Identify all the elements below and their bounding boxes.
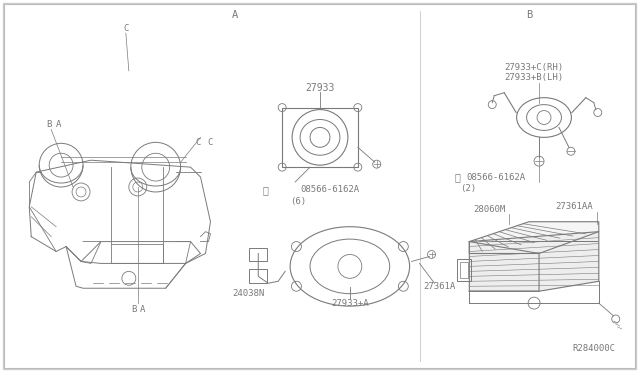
Text: C: C [196,138,201,147]
Text: 27361A: 27361A [423,282,456,291]
Text: C: C [123,24,129,33]
Text: A: A [232,10,239,20]
Text: 27361AA: 27361AA [555,202,593,211]
Text: 27933+A: 27933+A [331,299,369,308]
Text: 27933: 27933 [305,83,335,93]
Text: (2): (2) [460,185,476,193]
Text: A: A [56,120,61,129]
Text: R284000C: R284000C [572,344,615,353]
Text: 24038N: 24038N [232,289,264,298]
Text: B: B [131,305,136,314]
Text: C: C [208,138,213,147]
Text: A: A [140,305,145,314]
Text: 27933+C(RH): 27933+C(RH) [504,63,563,73]
Text: 08566-6162A: 08566-6162A [467,173,525,182]
Polygon shape [469,222,599,253]
Text: B: B [526,10,532,20]
Polygon shape [469,232,599,291]
Text: Ⓢ: Ⓢ [262,185,268,195]
Text: 28060M: 28060M [473,205,506,214]
Text: (6): (6) [290,198,306,206]
Text: 08566-6162A: 08566-6162A [300,186,359,195]
Text: B: B [47,120,52,129]
Text: Ⓢ: Ⓢ [454,172,460,182]
Text: 27933+B(LH): 27933+B(LH) [504,73,563,82]
